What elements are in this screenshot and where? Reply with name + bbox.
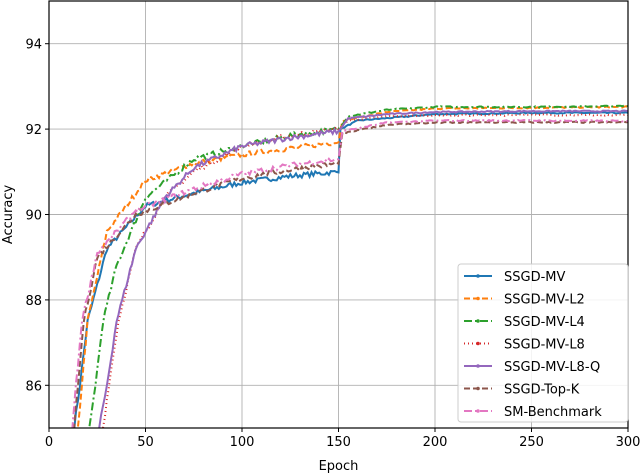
y-tick-label: 90 (25, 209, 42, 224)
axis-ticks: 0 50 100 150 200 250 300 86 88 90 92 94 (25, 38, 640, 450)
legend-label: SSGD-Top-K (504, 383, 580, 398)
y-tick-label: 86 (25, 379, 42, 394)
grid-lines (48, 1, 629, 428)
y-tick-label: 92 (25, 123, 42, 138)
series-line (73, 111, 628, 428)
x-tick-label: 50 (137, 435, 154, 450)
legend-label: SSGD-MV-L2 (504, 293, 585, 308)
x-tick-label: 300 (616, 435, 640, 450)
series-line (71, 118, 628, 428)
legend: SSGD-MV SSGD-MV-L2 SSGD-MV-L4 SSGD-MV-L8 SSG… (457, 263, 629, 423)
x-tick-label: 200 (423, 435, 448, 450)
y-axis-label: Accuracy (1, 185, 16, 245)
x-tick-label: 250 (519, 435, 544, 450)
data-series (71, 104, 628, 428)
x-axis-label: Epoch (319, 459, 359, 473)
series-line (98, 109, 628, 428)
y-tick-label: 94 (25, 38, 42, 53)
y-tick-label: 88 (25, 294, 42, 309)
series-line (102, 113, 628, 428)
legend-label: SSGD-MV-L8 (504, 338, 585, 353)
legend-label: SSGD-MV-L8-Q (504, 360, 600, 375)
legend-label: SSGD-MV (504, 270, 565, 285)
legend-label: SSGD-MV-L4 (504, 315, 585, 330)
x-tick-label: 100 (230, 435, 255, 450)
x-tick-label: 150 (326, 435, 351, 450)
series-line (88, 104, 628, 427)
x-tick-label: 0 (45, 435, 53, 450)
legend-label: SM-Benchmark (504, 405, 602, 420)
